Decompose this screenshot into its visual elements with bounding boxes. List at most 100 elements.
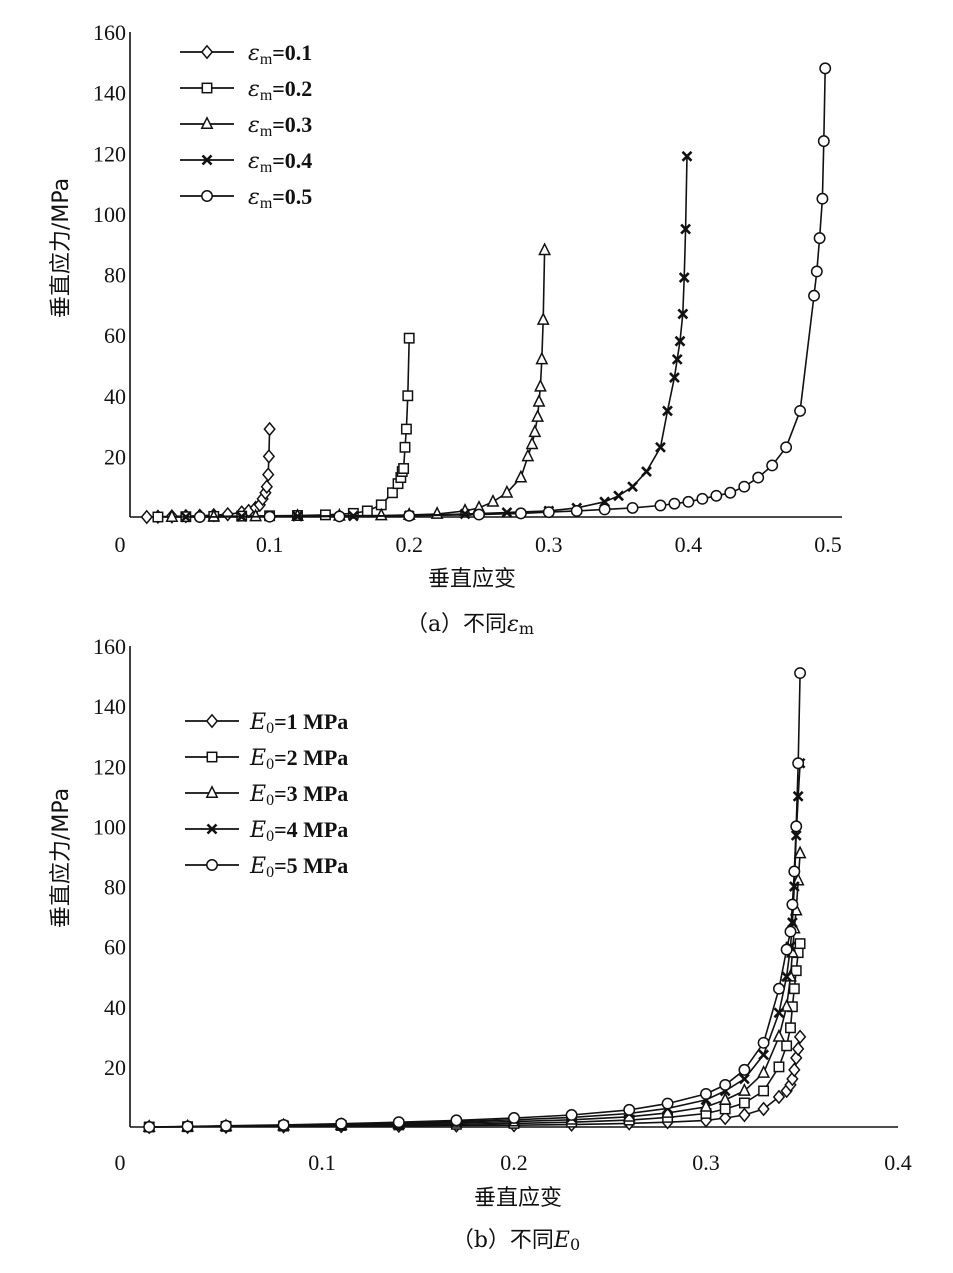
data-point	[459, 508, 471, 520]
legend-subscript: 0	[266, 720, 274, 737]
caption-b: （b）不同E0	[452, 1228, 580, 1254]
legend-symbol: E	[249, 854, 266, 879]
y-tick-label: 100	[93, 814, 126, 839]
data-point	[794, 938, 806, 950]
data-point	[786, 917, 798, 928]
legend-symbol: ε	[248, 77, 260, 102]
legend-symbol: E	[249, 782, 266, 807]
legend-entry: εm=0.1	[180, 40, 312, 68]
legend-label: E0=1 MPa	[249, 709, 348, 737]
legend-symbol: ε	[248, 185, 260, 210]
series-line	[149, 763, 801, 1128]
data-point	[719, 1103, 731, 1115]
data-point	[738, 1107, 751, 1123]
axes-a	[129, 32, 842, 518]
series-line	[146, 429, 271, 518]
legend-marker	[201, 190, 213, 202]
legend-value: =2 MPa	[274, 745, 348, 770]
data-point	[813, 232, 826, 245]
data-point	[810, 265, 823, 278]
caption-a: （a）不同εm	[406, 612, 534, 638]
legend-value: =3 MPa	[274, 781, 348, 806]
x-tick-label: 0.2	[395, 532, 423, 557]
series-square	[152, 332, 415, 523]
y-tick-label: 160	[93, 20, 126, 45]
legend-marker	[200, 116, 214, 129]
data-point	[791, 872, 805, 886]
data-point	[791, 1041, 805, 1057]
legend-entry: E0=1 MPa	[185, 709, 348, 737]
legend-label: E0=2 MPa	[249, 745, 348, 773]
data-point	[277, 1118, 290, 1131]
legend-label: εm=0.5	[248, 184, 312, 212]
legend-value: =4 MPa	[274, 817, 348, 842]
legend-subscript: 0	[266, 828, 274, 845]
legend-symbol: E	[249, 818, 266, 843]
data-point	[781, 1040, 793, 1052]
legend-entry: εm=0.2	[180, 76, 312, 104]
y-tick-label: 20	[104, 1055, 126, 1080]
legend-marker	[200, 44, 214, 60]
legend-marker	[201, 82, 213, 94]
data-point	[501, 507, 513, 518]
y-tick-label: 60	[104, 323, 126, 348]
data-point	[757, 1036, 770, 1049]
legend-entry: E0=5 MPa	[185, 853, 348, 881]
series-circle	[193, 62, 832, 523]
x-tick-label: 0.1	[308, 1150, 336, 1175]
x-tick-label: 0	[115, 532, 126, 557]
y-tick-label: 140	[93, 694, 126, 719]
data-point	[773, 1061, 785, 1073]
legend-subscript: m	[260, 51, 273, 68]
legend-value: =0.3	[272, 112, 312, 137]
legend-value: =0.5	[272, 184, 312, 209]
series-cross	[143, 757, 806, 1133]
legend-label: E0=4 MPa	[249, 817, 348, 845]
data-point	[724, 486, 737, 499]
legend-value: =0.2	[272, 76, 312, 101]
x-tick-label: 0.2	[500, 1150, 528, 1175]
data-point	[180, 511, 192, 523]
legend-label: E0=3 MPa	[249, 781, 348, 809]
data-point	[181, 1120, 194, 1133]
legend-symbol: E	[249, 746, 266, 771]
data-point	[386, 487, 398, 499]
data-point	[780, 998, 794, 1012]
data-point	[662, 405, 673, 417]
data-point	[738, 480, 751, 493]
y-axis-label-a: 垂直应力/MPa	[49, 178, 74, 318]
data-point	[399, 441, 411, 453]
data-point	[793, 845, 807, 859]
data-point	[249, 508, 263, 522]
data-point	[598, 503, 611, 516]
data-point	[570, 504, 583, 517]
data-point	[794, 404, 807, 417]
data-point	[514, 469, 528, 483]
data-point	[400, 423, 412, 435]
legend-symbol: E	[249, 710, 266, 735]
data-point	[792, 757, 805, 770]
data-point	[773, 982, 785, 995]
series-group-a	[140, 62, 832, 525]
data-point	[140, 509, 153, 525]
data-point	[528, 424, 542, 438]
data-point	[792, 790, 804, 802]
data-point	[738, 1073, 750, 1085]
data-point	[719, 1110, 732, 1126]
data-point	[542, 506, 555, 519]
data-point	[674, 335, 686, 347]
data-point	[788, 881, 800, 892]
data-point	[508, 1112, 520, 1124]
data-point	[677, 308, 689, 320]
legend-marker	[206, 823, 218, 835]
y-tick-label: 120	[93, 141, 126, 166]
data-point	[521, 448, 535, 462]
legend-marker	[201, 154, 213, 166]
data-point	[403, 509, 416, 522]
data-point	[678, 272, 690, 283]
legend-symbol: ε	[248, 149, 260, 174]
data-point	[808, 289, 820, 302]
data-point	[374, 507, 388, 521]
y-tick-label: 40	[104, 995, 126, 1020]
data-point	[392, 1116, 405, 1129]
